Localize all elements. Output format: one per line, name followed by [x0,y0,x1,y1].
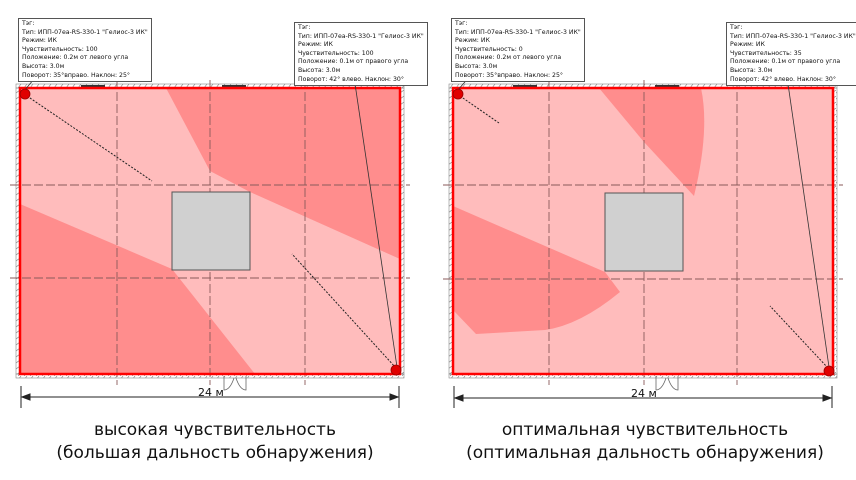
sensor-tag-right: Тэг: Тип: ИПП-07еа-RS-330-1 "Гелиос-3 ИК… [294,22,428,87]
detection-zone-left-sensor [20,204,255,374]
tag-line: Чувствительность: 35 [730,49,802,57]
room-outline [18,86,402,376]
window [81,85,105,88]
detection-zone-right-sensor [599,88,705,196]
sensor-tag-left: Тэг: Тип: ИПП-07еа-RS-330-1 "Гелиос-3 ИК… [18,18,152,83]
tag-line: Высота: 3.0м [455,62,498,70]
tag-line: Режим: ИК [298,41,333,49]
tag-leader [353,76,398,368]
grid-lines [443,80,843,385]
sensor-icon[interactable] [19,88,31,100]
tag-line: Тэг: [730,24,743,31]
detection-zone-right-sensor [166,88,400,259]
door [223,376,247,391]
caption-optimal-sensitivity: оптимальная чувствительность (оптимальна… [450,419,840,465]
tag-line: Тип: ИПП-07еа-RS-330-1 "Гелиос-3 ИК" [22,28,148,36]
tag-line: Тип: ИПП-07еа-RS-330-1 "Гелиос-3 ИК" [730,32,856,40]
tag-line: Высота: 3.0м [730,66,773,74]
sensor-direction-line [291,253,397,369]
window [222,85,246,88]
caption-line: высокая чувствительность [94,420,336,440]
tag-line: Положение: 0.1м от правого угла [730,58,841,66]
door [655,376,679,391]
tag-line: Положение: 0.2м от левого угла [455,54,562,62]
window [513,85,537,88]
column [171,191,251,271]
sensor-icon[interactable] [452,88,464,100]
tag-line: Тэг: [455,20,468,27]
window [655,85,679,88]
tag-line: Режим: ИК [22,37,57,45]
room-outline [451,86,835,376]
tag-line: Высота: 3.0м [298,66,341,74]
tag-line: Тэг: [298,24,311,31]
caption-high-sensitivity: высокая чувствительность (большая дально… [20,419,410,465]
tag-line: Тэг: [22,20,35,27]
sensor-direction-line [769,305,829,369]
caption-line: (большая дальность обнаружения) [56,443,374,463]
sensor-direction-line [459,95,500,124]
sensor-tag-left: Тэг: Тип: ИПП-07еа-RS-330-1 "Гелиос-3 ИК… [451,18,585,83]
tag-line: Тип: ИПП-07еа-RS-330-1 "Гелиос-3 ИК" [298,32,424,40]
floor-plan-drawing [443,66,843,408]
tag-line: Чувствительность: 100 [298,49,374,57]
dimension-line [20,386,400,408]
sensor-tag-right: Тэг: Тип: ИПП-07еа-RS-330-1 "Гелиос-3 ИК… [726,22,856,87]
floor-plan-drawing [10,66,410,408]
tag-line: Положение: 0.1м от правого угла [298,58,409,66]
tag-line: Поворот: 35°вправо. Наклон: 25° [22,71,130,79]
floor-plan-high-sensitivity: 24 м Тэг: Тип: ИПП-07еа-RS-330-1 "Гелиос… [0,0,428,410]
sensor-icon[interactable] [823,365,835,377]
tag-line: Тип: ИПП-07еа-RS-330-1 "Гелиос-3 ИК" [455,28,581,36]
floor-plan-optimal-sensitivity: 24 м Тэг: Тип: ИПП-07еа-RS-330-1 "Гелиос… [433,0,856,410]
tag-line: Поворот: 35°вправо. Наклон: 25° [455,71,563,79]
tag-leader [786,76,830,368]
tag-line: Чувствительность: 0 [455,45,523,53]
sensor-direction-line [26,95,153,182]
tag-line: Режим: ИК [730,41,765,49]
detection-zone-left-sensor [453,206,620,334]
tag-line: Чувствительность: 100 [22,45,98,53]
sensor-icon[interactable] [390,364,402,376]
tag-line: Поворот: 42° влево. Наклон: 30° [298,75,404,83]
caption-line: оптимальная чувствительность [501,420,789,440]
tag-line: Положение: 0.2м от левого угла [22,54,129,62]
dimension-label: 24 м [631,387,657,400]
column [604,192,684,272]
tag-line: Режим: ИК [455,37,490,45]
tag-line: Поворот: 42° влево. Наклон: 30° [730,75,836,83]
dimension-label: 24 м [198,386,224,399]
caption-line: (оптимальная дальность обнаружения) [466,443,824,463]
dimension-line [453,386,833,408]
tag-line: Высота: 3.0м [22,62,65,70]
